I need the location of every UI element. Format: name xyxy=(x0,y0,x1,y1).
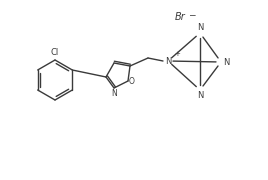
Text: O: O xyxy=(129,76,135,86)
Text: −: − xyxy=(188,10,195,19)
Text: N: N xyxy=(165,57,171,66)
Text: +: + xyxy=(174,51,180,57)
Text: N: N xyxy=(111,89,117,98)
Text: N: N xyxy=(197,23,203,32)
Text: N: N xyxy=(223,57,229,66)
Text: Cl: Cl xyxy=(51,48,59,57)
Text: N: N xyxy=(197,91,203,100)
Text: Br: Br xyxy=(175,12,186,22)
